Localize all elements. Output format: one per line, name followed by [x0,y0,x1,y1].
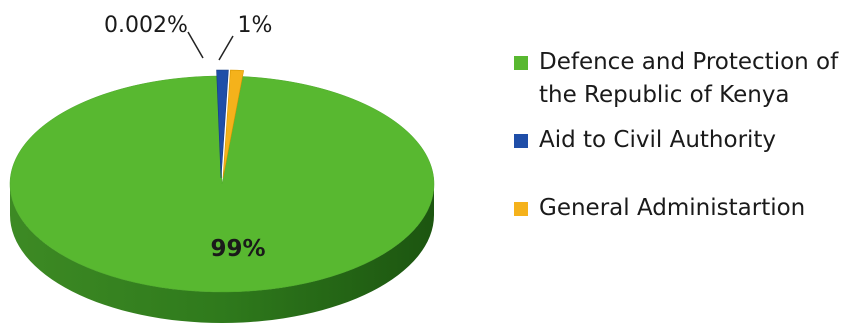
legend-item-defence: Defence and Protection of the Republic o… [514,46,854,112]
pie-slice-defence [9,75,435,293]
pie-slice-aid-civil-authority [216,69,229,179]
legend: Defence and Protection of the Republic o… [514,46,854,237]
legend-swatch-general [514,202,528,216]
leader-line-aid [187,31,204,59]
legend-label-aid: Aid to Civil Authority [539,127,777,153]
slice-label-defence: 99% [210,236,265,262]
pie-side-wall [10,184,434,323]
legend-swatch-aid [514,134,528,148]
legend-item-general: General Administartion [514,192,854,225]
leader-line-general [218,35,234,61]
legend-label-general: General Administartion [539,195,806,221]
legend-label-defence: Defence and Protection of the Republic o… [539,49,839,108]
slice-label-general: 1% [238,13,273,38]
legend-item-aid: Aid to Civil Authority [514,124,854,157]
slice-label-aid: 0.002% [104,13,188,38]
legend-swatch-defence [514,56,528,70]
pie-slice-general-administration [222,69,245,179]
pie-chart: 0.002% 1% 99% [9,13,435,323]
